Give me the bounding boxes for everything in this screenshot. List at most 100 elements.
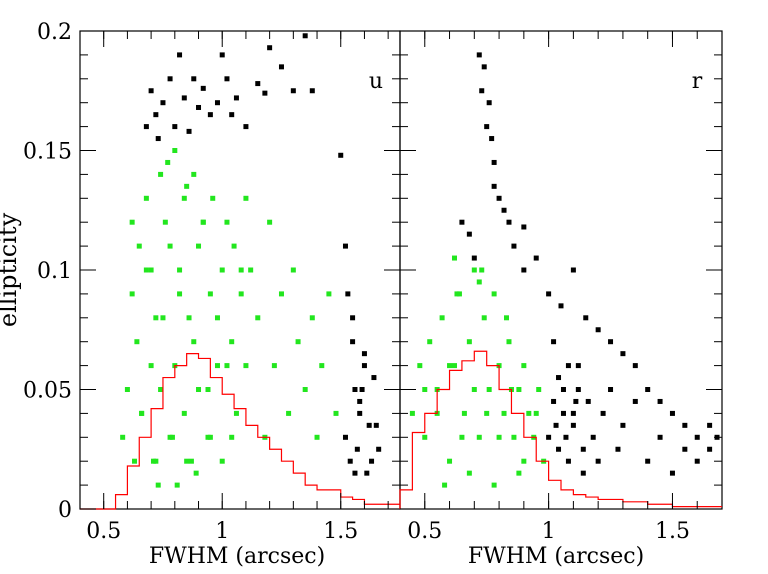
point-selected [417, 363, 423, 369]
point-rejected [583, 315, 589, 321]
point-rejected [694, 458, 700, 464]
point-rejected [558, 303, 564, 309]
point-selected [484, 410, 490, 416]
point-rejected [262, 90, 268, 96]
point-rejected [177, 52, 183, 58]
y-tick-label: 0 [58, 498, 72, 523]
point-selected [148, 267, 154, 273]
histogram-u [80, 353, 400, 510]
point-selected [454, 291, 460, 297]
point-selected [224, 219, 230, 225]
point-rejected [342, 434, 348, 440]
point-rejected [366, 422, 372, 428]
point-selected [471, 387, 477, 392]
point-rejected [191, 76, 197, 82]
point-selected [191, 171, 197, 177]
point-selected [229, 339, 235, 345]
point-rejected [148, 88, 154, 94]
y-tick-label: 0.15 [23, 140, 72, 165]
point-selected [481, 315, 487, 321]
point-rejected [361, 363, 367, 369]
point-selected [506, 339, 512, 345]
series-selected-u [120, 148, 339, 488]
panel-label-u: u [369, 69, 383, 94]
point-selected [409, 410, 415, 416]
point-selected [491, 482, 497, 488]
point-rejected [364, 470, 370, 476]
point-selected [255, 315, 261, 321]
point-rejected [570, 267, 576, 273]
point-rejected [573, 398, 579, 404]
point-rejected [590, 434, 596, 440]
point-selected [181, 195, 187, 201]
point-rejected [491, 159, 497, 165]
point-selected [309, 315, 315, 321]
point-selected [124, 387, 130, 392]
point-selected [219, 267, 225, 273]
point-selected [504, 315, 510, 321]
point-rejected [350, 315, 356, 321]
point-selected [229, 434, 235, 440]
point-rejected [600, 410, 606, 416]
point-rejected [345, 291, 351, 297]
point-rejected [352, 470, 358, 476]
point-selected [219, 458, 225, 464]
point-rejected [551, 398, 557, 404]
point-selected [193, 470, 199, 476]
point-selected [442, 482, 448, 488]
point-rejected [153, 112, 159, 118]
point-selected [451, 363, 457, 369]
point-rejected [565, 458, 571, 464]
point-rejected [233, 95, 239, 101]
series-selected-r [409, 255, 547, 488]
point-rejected [580, 446, 586, 452]
point-rejected [620, 422, 626, 428]
point-selected [196, 243, 202, 249]
point-rejected [560, 387, 566, 392]
point-selected [521, 458, 527, 464]
point-rejected [707, 446, 713, 452]
point-selected [476, 434, 482, 440]
point-selected [172, 148, 178, 153]
point-rejected [371, 375, 377, 381]
point-selected [186, 315, 192, 321]
point-rejected [632, 398, 638, 404]
point-selected [160, 315, 166, 321]
point-rejected [352, 387, 358, 392]
point-selected [479, 267, 485, 273]
point-rejected [570, 410, 576, 416]
point-rejected [563, 434, 569, 440]
point-selected [233, 410, 239, 416]
point-selected [271, 363, 277, 369]
point-rejected [657, 398, 663, 404]
point-selected [129, 291, 135, 297]
point-selected [120, 434, 126, 440]
point-rejected [373, 422, 379, 428]
point-rejected [224, 76, 230, 82]
point-rejected [501, 207, 507, 213]
point-selected [231, 243, 237, 249]
point-rejected [546, 434, 552, 440]
plot-frame-r [399, 30, 723, 510]
point-rejected [471, 255, 477, 261]
point-rejected [486, 100, 492, 106]
point-rejected [570, 422, 576, 428]
point-rejected [361, 351, 367, 357]
point-selected [248, 267, 254, 273]
point-selected [207, 291, 213, 297]
point-selected [136, 243, 142, 249]
point-selected [422, 387, 428, 392]
point-selected [476, 279, 482, 285]
x-tick-label: 0.5 [407, 519, 442, 544]
point-selected [165, 159, 171, 165]
point-selected [143, 267, 149, 273]
point-rejected [669, 470, 675, 476]
point-rejected [489, 136, 495, 142]
point-selected [167, 243, 173, 249]
point-rejected [350, 339, 356, 345]
point-selected [319, 363, 325, 369]
point-selected [447, 458, 453, 464]
point-rejected [484, 124, 490, 130]
point-rejected [172, 124, 178, 130]
